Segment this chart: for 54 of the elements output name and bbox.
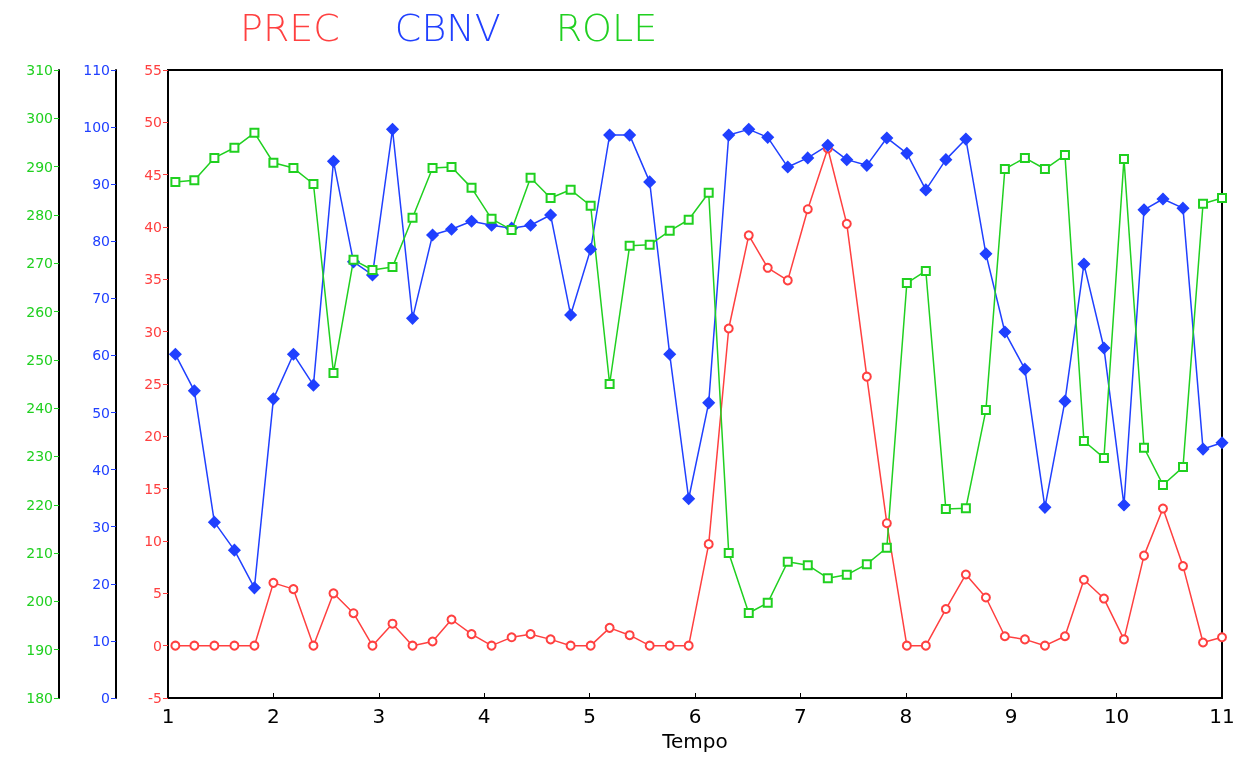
y3-tick-label: 250	[26, 351, 53, 368]
y-tick-label: 30	[144, 323, 162, 340]
x-tick-label: 2	[267, 704, 280, 728]
y-tick-label: 55	[144, 62, 162, 78]
x-tick-label: 9	[1004, 704, 1018, 728]
y-tick-label: 0	[153, 637, 162, 654]
y-tick-label: 15	[144, 480, 162, 497]
x-tick-label: 3	[372, 704, 386, 728]
y3-tick-label: 220	[26, 496, 53, 513]
y2-tick-label: 20	[92, 575, 110, 592]
y-tick-label: 50	[144, 114, 162, 131]
y-tick-label: 5	[153, 585, 162, 602]
x-tick-label: 4	[477, 704, 491, 728]
y2-tick-label: 70	[92, 290, 110, 307]
y2-tick-label: 30	[92, 518, 110, 535]
y-tick-label: 45	[144, 166, 162, 183]
y2-tick-label: 80	[92, 233, 110, 250]
y3-tick-label: 240	[26, 400, 53, 417]
y3-tick-label: 260	[26, 303, 53, 320]
y-tick-label: 20	[144, 428, 162, 445]
y3-tick-label: 310	[26, 62, 53, 78]
y2-tick-label: 50	[92, 404, 110, 421]
x-tick-label: 1	[161, 704, 175, 728]
y-tick-label: 35	[144, 271, 162, 288]
y3-tick-label: 270	[26, 255, 53, 272]
y3-tick-label: 180	[26, 690, 53, 706]
x-axis-title: Tempo	[661, 728, 728, 753]
y3-tick-label: 190	[26, 641, 53, 658]
y3-tick-label: 210	[26, 545, 53, 562]
text: ROLE	[555, 6, 658, 50]
y2-tick-label: 10	[92, 632, 110, 649]
y3-tick-label: 280	[26, 206, 53, 223]
text: PREC	[240, 6, 340, 50]
y2-tick-label: 100	[83, 119, 110, 136]
y3-tick-label: 200	[26, 593, 53, 610]
series-label: CBNV	[394, 6, 501, 50]
y2-tick-label: 90	[92, 176, 110, 193]
y2-tick-label: 110	[83, 62, 110, 78]
x-tick-label: 7	[794, 704, 807, 728]
x-tick-label: 10	[1103, 704, 1130, 728]
y2-tick-label: 40	[92, 461, 110, 478]
y3-tick-label: 230	[26, 448, 53, 465]
x-tick-label: 5	[583, 704, 596, 728]
x-tick-label: 11	[1209, 704, 1235, 728]
x-tick-label: 6	[688, 704, 702, 728]
y-tick-label: -5	[148, 690, 162, 706]
y-tick-label: 10	[144, 533, 162, 549]
y-tick-label: 25	[144, 376, 162, 392]
y3-tick-label: 290	[26, 158, 53, 175]
y2-tick-label: 60	[92, 347, 110, 364]
y3-tick-label: 300	[26, 110, 53, 127]
y-tick-label: 40	[144, 219, 162, 235]
x-tick-label: 8	[899, 704, 913, 728]
y2-tick-label: 0	[101, 690, 110, 706]
